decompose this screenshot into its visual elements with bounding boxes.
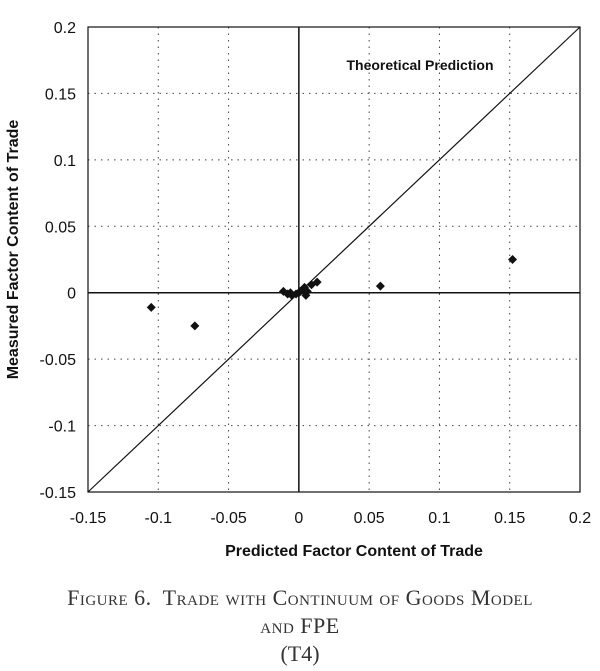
caption-title-line1: Trade with Continuum of Goods Model	[162, 585, 533, 610]
x-tick-labels: -0.15 -0.1 -0.05 0 0.05 0.1 0.15 0.2	[70, 510, 591, 527]
data-point	[375, 281, 385, 291]
theoretical-prediction-line	[87, 26, 581, 493]
x-tick-label: 0.15	[494, 510, 525, 527]
y-tick-label: 0.1	[54, 153, 76, 170]
theoretical-prediction-label: Theoretical Prediction	[346, 57, 493, 73]
plot-frame	[87, 26, 581, 493]
x-tick-label: 0.1	[428, 510, 450, 527]
scatter-chart: -0.15 -0.1 -0.05 0 0.05 0.1 0.15 0.2 0.2 0.15 0.1…	[5, 20, 591, 560]
y-tick-label: -0.1	[48, 419, 76, 436]
y-tick-label: -0.05	[40, 352, 77, 369]
y-tick-labels: 0.2 0.15 0.1 0.05 0 -0.05 -0.1 -0.15	[40, 20, 77, 502]
y-tick-label: 0.15	[45, 86, 76, 103]
x-tick-label: 0.2	[569, 510, 591, 527]
y-tick-label: 0	[67, 286, 76, 303]
data-points	[146, 255, 518, 331]
x-tick-label: 0	[294, 510, 303, 527]
x-tick-label: -0.15	[70, 510, 107, 527]
data-point	[508, 255, 518, 264]
y-tick-label: -0.15	[40, 485, 77, 502]
data-point	[190, 321, 200, 331]
data-point	[302, 286, 312, 296]
x-tick-label: -0.05	[210, 510, 247, 527]
caption-title-line3: (T4)	[280, 641, 320, 666]
x-axis-title: Predicted Factor Content of Trade	[225, 543, 483, 560]
y-axis-title: Measured Factor Content of Trade	[5, 120, 22, 380]
data-point	[146, 302, 156, 312]
data-point	[312, 277, 322, 287]
x-tick-label: 0.05	[354, 510, 385, 527]
caption-title-line2: and FPE	[260, 613, 340, 638]
caption-figure-number: Figure 6.	[67, 585, 152, 610]
x-tick-label: -0.1	[144, 510, 172, 527]
y-tick-label: 0.2	[54, 20, 76, 37]
figure-caption: Figure 6. Trade with Continuum of Goods …	[0, 585, 600, 611]
y-tick-label: 0.05	[45, 219, 76, 236]
